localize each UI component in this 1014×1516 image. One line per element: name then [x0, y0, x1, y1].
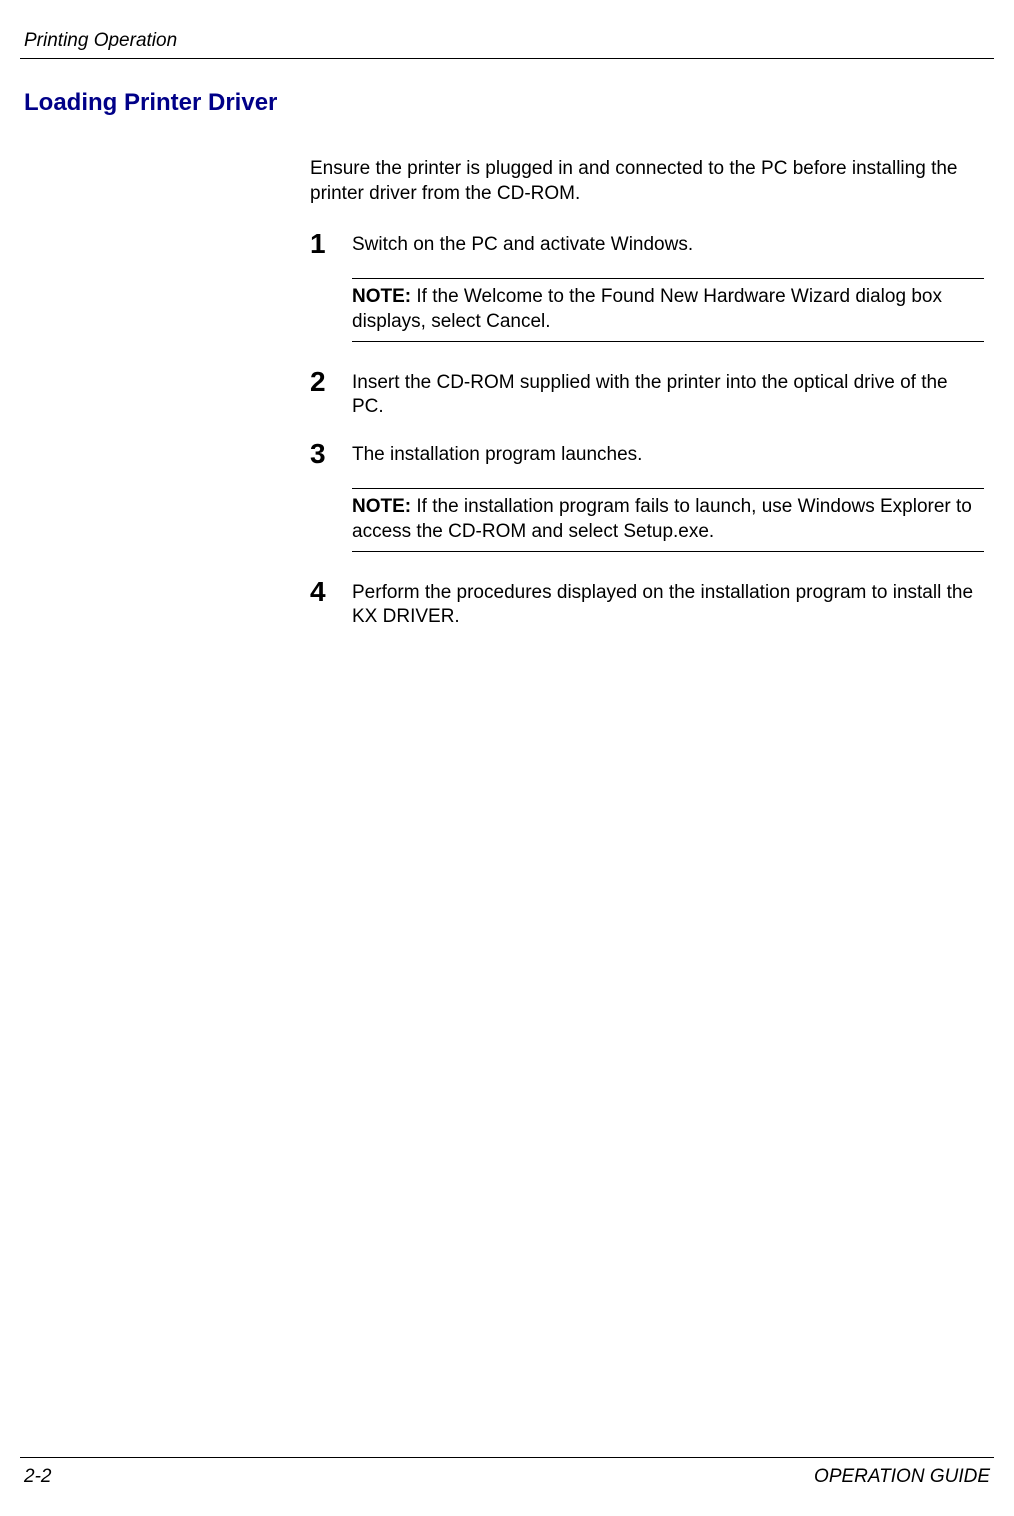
- step-text: The installation program launches.: [352, 440, 984, 468]
- step-number: 2: [310, 368, 352, 396]
- running-header: Printing Operation: [24, 30, 994, 52]
- note-body: If the installation program fails to lau…: [352, 496, 972, 542]
- doc-title: OPERATION GUIDE: [814, 1466, 990, 1488]
- note-body: If the Welcome to the Found New Hardware…: [352, 286, 942, 332]
- note-rule-bottom: [352, 341, 984, 342]
- content-area: Ensure the printer is plugged in and con…: [310, 157, 984, 630]
- note-label: NOTE:: [352, 286, 411, 307]
- step-2: 2 Insert the CD-ROM supplied with the pr…: [310, 368, 984, 420]
- footer-row: 2-2 OPERATION GUIDE: [20, 1466, 994, 1488]
- step-text: Insert the CD-ROM supplied with the prin…: [352, 368, 984, 420]
- note-rule-bottom: [352, 551, 984, 552]
- footer: 2-2 OPERATION GUIDE: [20, 1457, 994, 1488]
- header-rule: [20, 58, 994, 59]
- step-4: 4 Perform the procedures displayed on th…: [310, 578, 984, 630]
- intro-paragraph: Ensure the printer is plugged in and con…: [310, 157, 984, 206]
- step-3: 3 The installation program launches.: [310, 440, 984, 468]
- note-label: NOTE:: [352, 496, 411, 517]
- step-number: 3: [310, 440, 352, 468]
- note-text: NOTE: If the installation program fails …: [352, 489, 984, 550]
- step-number: 4: [310, 578, 352, 606]
- note-text: NOTE: If the Welcome to the Found New Ha…: [352, 279, 984, 340]
- section-heading: Loading Printer Driver: [24, 89, 994, 117]
- step-number: 1: [310, 230, 352, 258]
- step-text: Switch on the PC and activate Windows.: [352, 230, 984, 258]
- note-block-1: NOTE: If the Welcome to the Found New Ha…: [352, 278, 984, 341]
- note-block-2: NOTE: If the installation program fails …: [352, 488, 984, 551]
- footer-rule: [20, 1457, 994, 1458]
- step-text: Perform the procedures displayed on the …: [352, 578, 984, 630]
- step-1: 1 Switch on the PC and activate Windows.: [310, 230, 984, 258]
- page-number: 2-2: [24, 1466, 51, 1488]
